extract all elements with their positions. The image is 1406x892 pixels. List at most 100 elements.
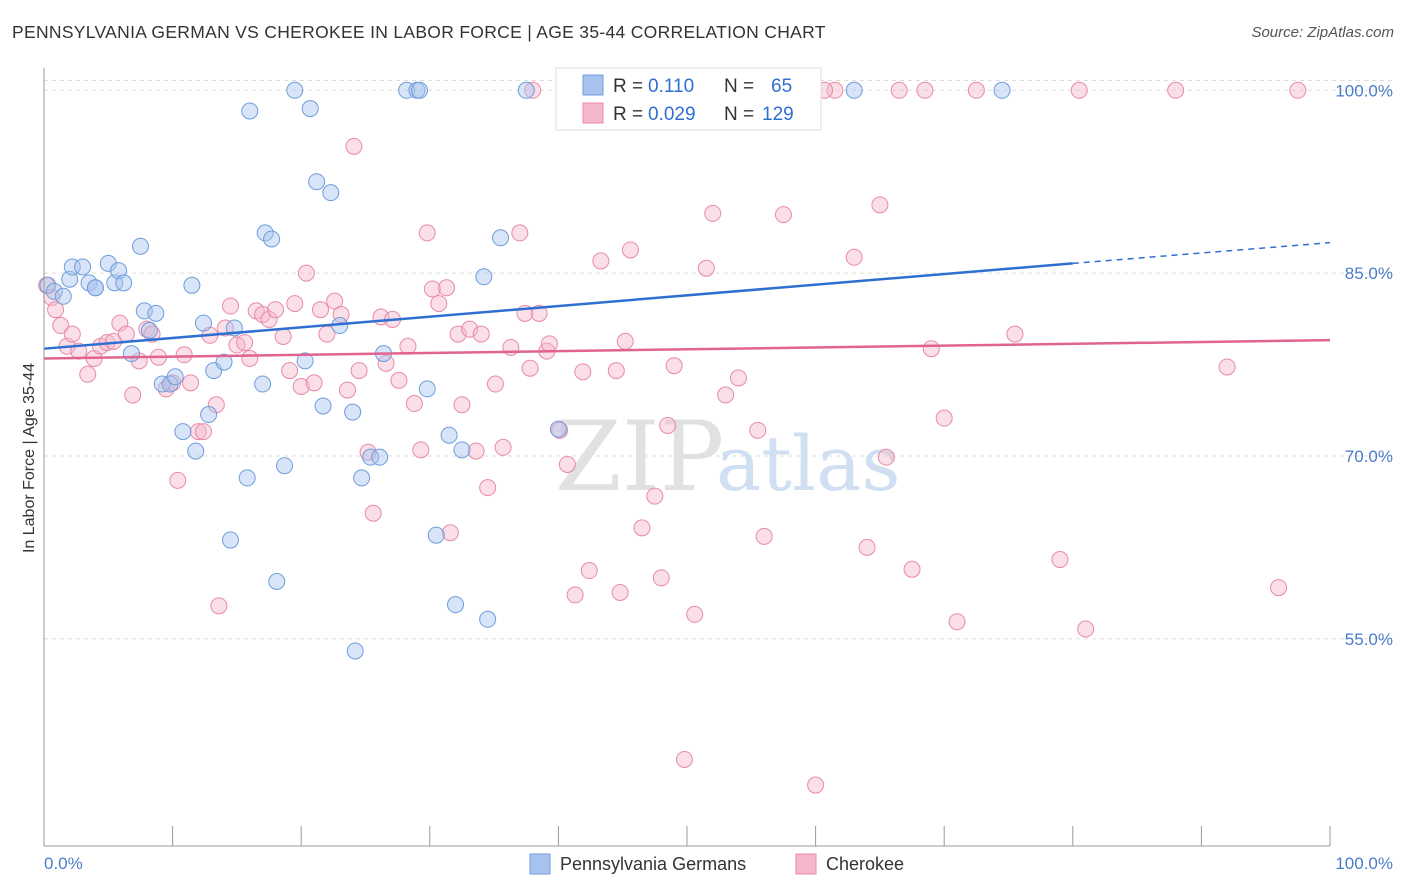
bottom-legend-label-pink: Cherokee bbox=[826, 854, 904, 874]
blue-point-8 bbox=[86, 279, 104, 297]
pink-point-85 bbox=[592, 252, 610, 270]
pink-point-56 bbox=[390, 371, 408, 389]
pink-point-110 bbox=[890, 81, 908, 99]
pink-point-87 bbox=[611, 583, 629, 601]
pink-point-122 bbox=[1218, 358, 1236, 376]
blue-point-25 bbox=[200, 406, 218, 424]
y-axis-title: In Labor Force | Age 35-44 bbox=[21, 363, 38, 553]
pink-point-92 bbox=[652, 569, 670, 587]
pink-point-83 bbox=[574, 363, 592, 381]
blue-point-63 bbox=[993, 81, 1011, 99]
pink-trend-line bbox=[43, 338, 1331, 360]
pink-point-7 bbox=[79, 365, 97, 383]
legend-blue-n-label: N = bbox=[724, 76, 754, 97]
pink-point-41 bbox=[292, 377, 310, 395]
blue-point-13 bbox=[122, 345, 140, 363]
pink-point-3 bbox=[52, 317, 70, 335]
bottom-legend: Pennsylvania Germans Cherokee bbox=[529, 853, 904, 875]
pink-point-125 bbox=[659, 416, 677, 434]
blue-point-12 bbox=[115, 274, 133, 292]
y-tick-labels: 55.0% 70.0% 85.0% 100.0% bbox=[1335, 81, 1393, 649]
y-tick-label-55: 55.0% bbox=[1345, 630, 1393, 649]
blue-point-1 bbox=[45, 282, 63, 300]
pink-point-14 bbox=[124, 386, 142, 404]
trend-lines bbox=[43, 241, 1331, 360]
blue-point-2 bbox=[54, 287, 72, 305]
blue-point-56 bbox=[453, 441, 471, 459]
blue-point-27 bbox=[215, 353, 233, 371]
blue-point-45 bbox=[353, 469, 371, 487]
pink-point-48 bbox=[338, 381, 356, 399]
pink-point-116 bbox=[967, 81, 985, 99]
x-tick-label-max: 100.0% bbox=[1335, 854, 1393, 873]
blue-point-23 bbox=[187, 442, 205, 460]
blue-point-49 bbox=[398, 81, 416, 99]
pink-point-28 bbox=[210, 597, 228, 615]
blue-point-51 bbox=[411, 81, 429, 99]
pink-point-90 bbox=[633, 519, 651, 537]
pink-point-104 bbox=[807, 776, 825, 794]
bottom-legend-swatch-blue bbox=[529, 853, 551, 875]
y-tick-label-85: 85.0% bbox=[1345, 264, 1393, 283]
pink-point-59 bbox=[412, 441, 430, 459]
pink-point-68 bbox=[467, 442, 485, 460]
pink-point-44 bbox=[311, 301, 329, 319]
pink-point-12 bbox=[111, 314, 129, 332]
blue-point-42 bbox=[322, 184, 340, 202]
blue-point-59 bbox=[492, 229, 510, 247]
pink-point-58 bbox=[405, 395, 423, 413]
pink-point-96 bbox=[697, 259, 715, 277]
pink-point-79 bbox=[540, 335, 558, 353]
legend-pink-r-value: 0.029 bbox=[648, 104, 696, 125]
pink-point-39 bbox=[281, 362, 299, 380]
pink-point-33 bbox=[241, 349, 259, 367]
blue-trend-line bbox=[43, 262, 1073, 350]
pink-point-99 bbox=[729, 369, 747, 387]
blue-point-32 bbox=[254, 375, 272, 393]
stats-legend: R = 0.110 N = 65 R = 0.029 N = 129 bbox=[555, 67, 822, 131]
pink-point-77 bbox=[530, 304, 548, 322]
blue-point-60 bbox=[517, 81, 535, 99]
blue-point-20 bbox=[166, 368, 184, 386]
blue-point-46 bbox=[362, 448, 380, 466]
blue-point-47 bbox=[371, 448, 389, 466]
pink-point-121 bbox=[1167, 81, 1185, 99]
blue-point-4 bbox=[63, 258, 81, 276]
pink-point-25 bbox=[194, 423, 212, 441]
pink-point-123 bbox=[1270, 579, 1288, 597]
pink-point-74 bbox=[511, 224, 529, 242]
source-label: Source: ZipAtlas.com bbox=[1251, 24, 1394, 41]
pink-point-42 bbox=[297, 264, 315, 282]
legend-swatch-blue bbox=[582, 74, 604, 96]
blue-trend-extension bbox=[1072, 241, 1331, 265]
pink-point-108 bbox=[871, 196, 889, 214]
blue-point-54 bbox=[440, 426, 458, 444]
pink-point-88 bbox=[616, 332, 634, 350]
pink-point-118 bbox=[1051, 551, 1069, 569]
pink-point-40 bbox=[286, 295, 304, 313]
pink-point-94 bbox=[675, 750, 693, 768]
legend-pink-n-label: N = bbox=[724, 104, 754, 125]
legend-blue-r-label: R = bbox=[613, 76, 643, 97]
pink-point-43 bbox=[305, 374, 323, 392]
pink-point-109 bbox=[877, 448, 895, 466]
blue-point-65 bbox=[549, 420, 567, 438]
pink-point-57 bbox=[399, 337, 417, 355]
pink-point-66 bbox=[453, 396, 471, 414]
pink-point-113 bbox=[922, 340, 940, 358]
pink-point-71 bbox=[486, 375, 504, 393]
pink-point-112 bbox=[916, 81, 934, 99]
x-tick-label-min: 0.0% bbox=[44, 854, 83, 873]
series-pennsylvania-germans-points bbox=[39, 81, 1011, 660]
chart-title: PENNSYLVANIA GERMAN VS CHEROKEE IN LABOR… bbox=[12, 22, 826, 42]
pink-point-61 bbox=[423, 280, 441, 298]
y-tick-label-100: 100.0% bbox=[1335, 81, 1393, 100]
blue-point-30 bbox=[238, 469, 256, 487]
blue-point-22 bbox=[183, 276, 201, 294]
pink-point-91 bbox=[646, 487, 664, 505]
blue-point-31 bbox=[241, 102, 259, 120]
pink-point-64 bbox=[441, 524, 459, 542]
blue-point-34 bbox=[263, 230, 281, 248]
blue-point-14 bbox=[131, 237, 149, 255]
pink-point-54 bbox=[377, 354, 395, 372]
